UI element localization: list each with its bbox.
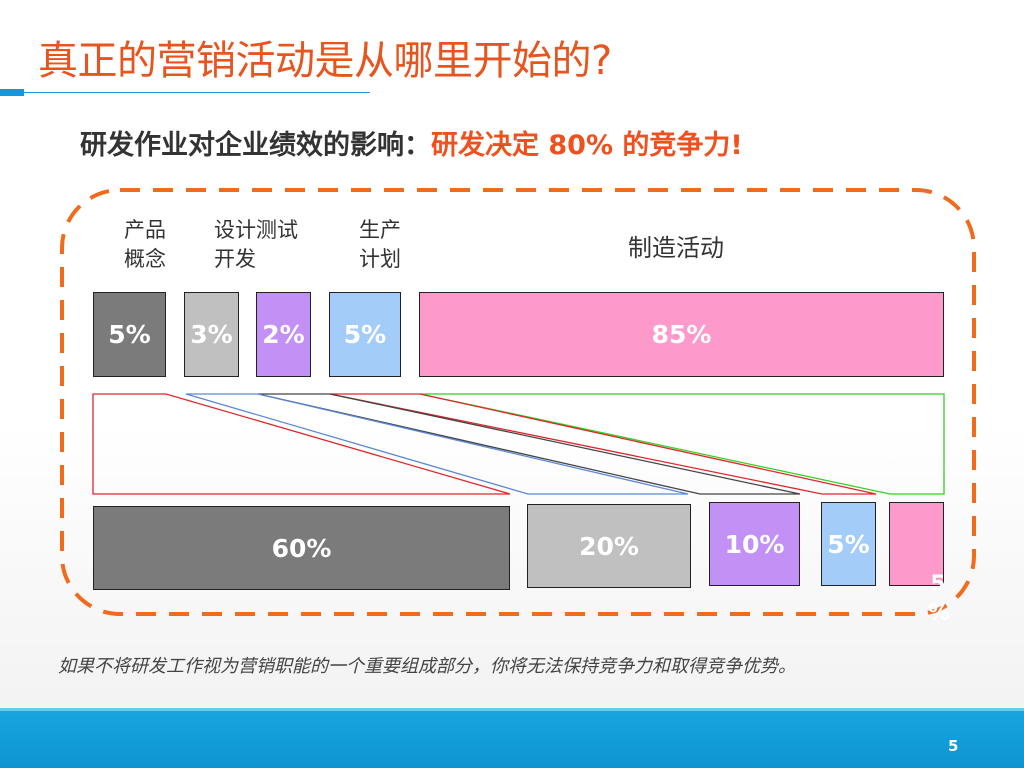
- connector-concept: [92, 393, 511, 495]
- cost-box-manufacturing: 85%: [419, 292, 944, 377]
- stage-label-line: 产品: [124, 218, 166, 242]
- connector-manufacturing: [419, 393, 945, 495]
- impact-box-testing: 10%: [709, 502, 800, 586]
- slide-title: 真正的营销活动是从哪里开始的?: [38, 38, 612, 84]
- impact-box-production: 5%: [821, 502, 876, 586]
- footer-bar: [0, 708, 1024, 768]
- impact-label-line: 5: [930, 572, 946, 597]
- impact-box-concept: 60%: [93, 506, 510, 590]
- subtitle-highlight: 研发决定 80% 的竞争力!: [431, 130, 743, 161]
- stage-label-line: 计划: [359, 247, 401, 271]
- stage-label-manufacturing: 制造活动: [628, 234, 724, 262]
- connector-production-planning: [329, 393, 877, 495]
- stage-label-line: 概念: [124, 247, 166, 271]
- dashed-frame: [60, 188, 976, 616]
- connector-testing: [257, 393, 801, 495]
- stage-label-line: 设计测试: [214, 218, 298, 242]
- impact-box-manufacturing: [889, 502, 944, 586]
- stage-label-production: 生产 计划: [359, 216, 401, 274]
- footnote: 如果不将研发工作视为营销职能的一个重要组成部分，你将无法保持竞争力和取得竞争优势…: [58, 656, 796, 677]
- cost-box-design: 3%: [184, 292, 239, 377]
- title-underline: [24, 92, 370, 93]
- stage-label-concept: 产品 概念: [124, 216, 166, 274]
- stage-label-design: 设计测试 开发: [214, 216, 298, 274]
- stage-label-line: 生产: [359, 218, 401, 242]
- stage-label-line: 开发: [214, 247, 256, 271]
- cost-box-production: 5%: [329, 292, 401, 377]
- slide-subtitle: 研发作业对企业绩效的影响：研发决定 80% 的竞争力!: [80, 123, 743, 162]
- subtitle-main: 研发作业对企业绩效的影响：: [80, 130, 431, 161]
- cost-box-testing: 2%: [256, 292, 311, 377]
- cost-box-concept: 5%: [93, 292, 166, 377]
- page-number: 5: [948, 737, 959, 755]
- impact-label-line: %: [928, 601, 951, 626]
- connector-design: [185, 393, 689, 495]
- title-accent-bar: [0, 89, 24, 96]
- impact-label-manufacturing: 5 %: [928, 570, 951, 628]
- impact-box-design: 20%: [527, 504, 691, 588]
